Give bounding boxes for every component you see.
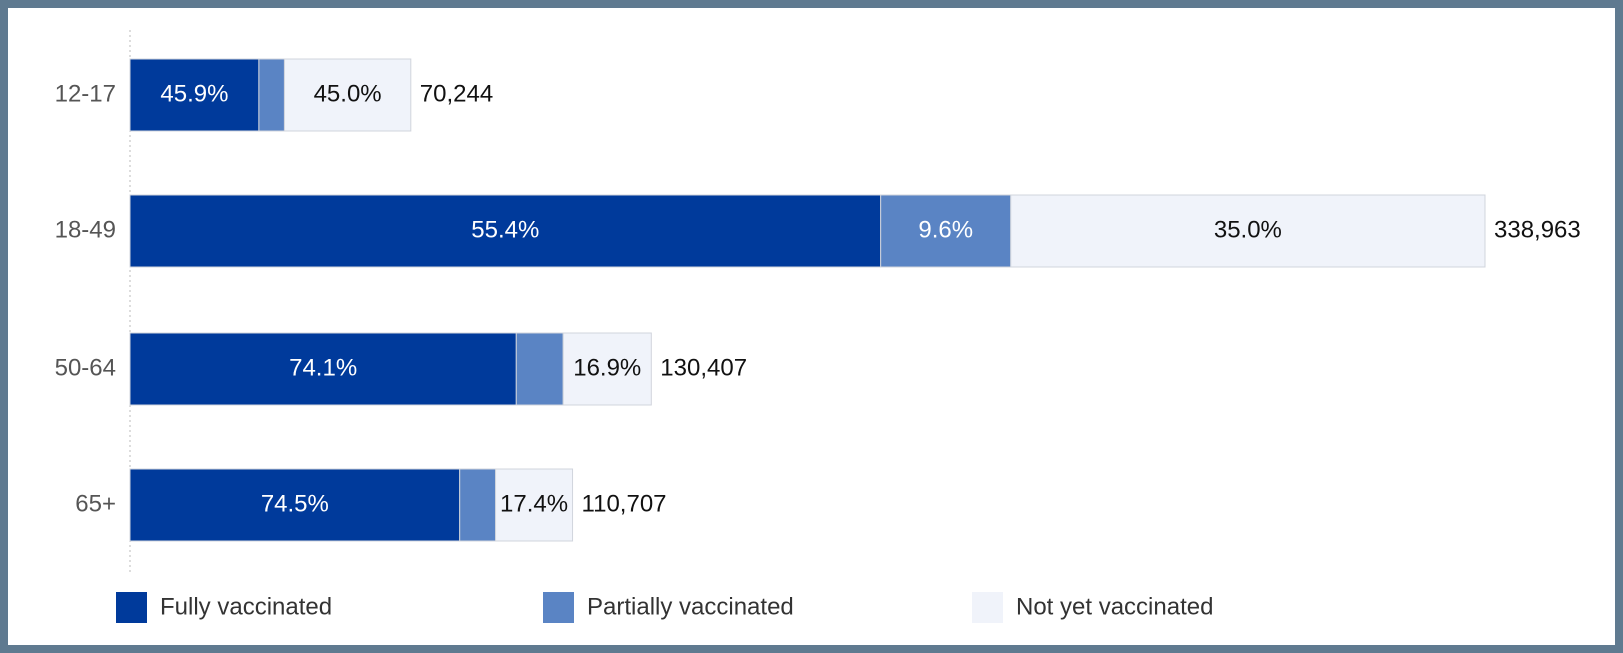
bar-segment xyxy=(515,332,564,406)
chart: 12-17 45.9% 45.0% 70,244 18-49 55.4% 9.6% 35.0%… xyxy=(8,8,1615,645)
legend-label: Fully vaccinated xyxy=(160,593,332,620)
bar-segment xyxy=(129,468,461,542)
bar-segment xyxy=(495,468,574,542)
legend-label: Not yet vaccinated xyxy=(1016,593,1213,620)
data-label: 9.6% xyxy=(918,216,973,243)
bar-segment xyxy=(562,332,652,406)
bar-segment xyxy=(129,194,882,268)
total-label: 130,407 xyxy=(660,354,747,381)
bar-segment xyxy=(129,58,260,132)
category-label: 12-17 xyxy=(55,80,116,107)
data-label: 55.4% xyxy=(471,216,539,243)
data-label: 74.1% xyxy=(289,354,357,381)
legend-label: Partially vaccinated xyxy=(587,593,794,620)
bar-segment xyxy=(459,468,497,542)
data-label: 17.4% xyxy=(500,490,568,517)
bar-segment xyxy=(1010,194,1486,268)
data-label: 16.9% xyxy=(573,354,641,381)
bar-segment xyxy=(129,332,517,406)
bar-segment xyxy=(283,58,412,132)
total-label: 338,963 xyxy=(1494,216,1581,243)
legend-swatch xyxy=(116,592,147,623)
legend-swatch xyxy=(543,592,574,623)
total-label: 110,707 xyxy=(582,490,667,517)
total-label: 70,244 xyxy=(420,80,493,107)
data-label: 45.0% xyxy=(314,80,382,107)
legend-swatch xyxy=(972,592,1003,623)
data-label: 74.5% xyxy=(261,490,329,517)
category-label: 18-49 xyxy=(55,216,116,243)
category-label: 50-64 xyxy=(55,354,116,381)
bar-segment xyxy=(880,194,1012,268)
bar-segment xyxy=(258,58,285,132)
data-label: 35.0% xyxy=(1214,216,1282,243)
category-label: 65+ xyxy=(75,490,116,517)
data-label: 45.9% xyxy=(160,80,228,107)
